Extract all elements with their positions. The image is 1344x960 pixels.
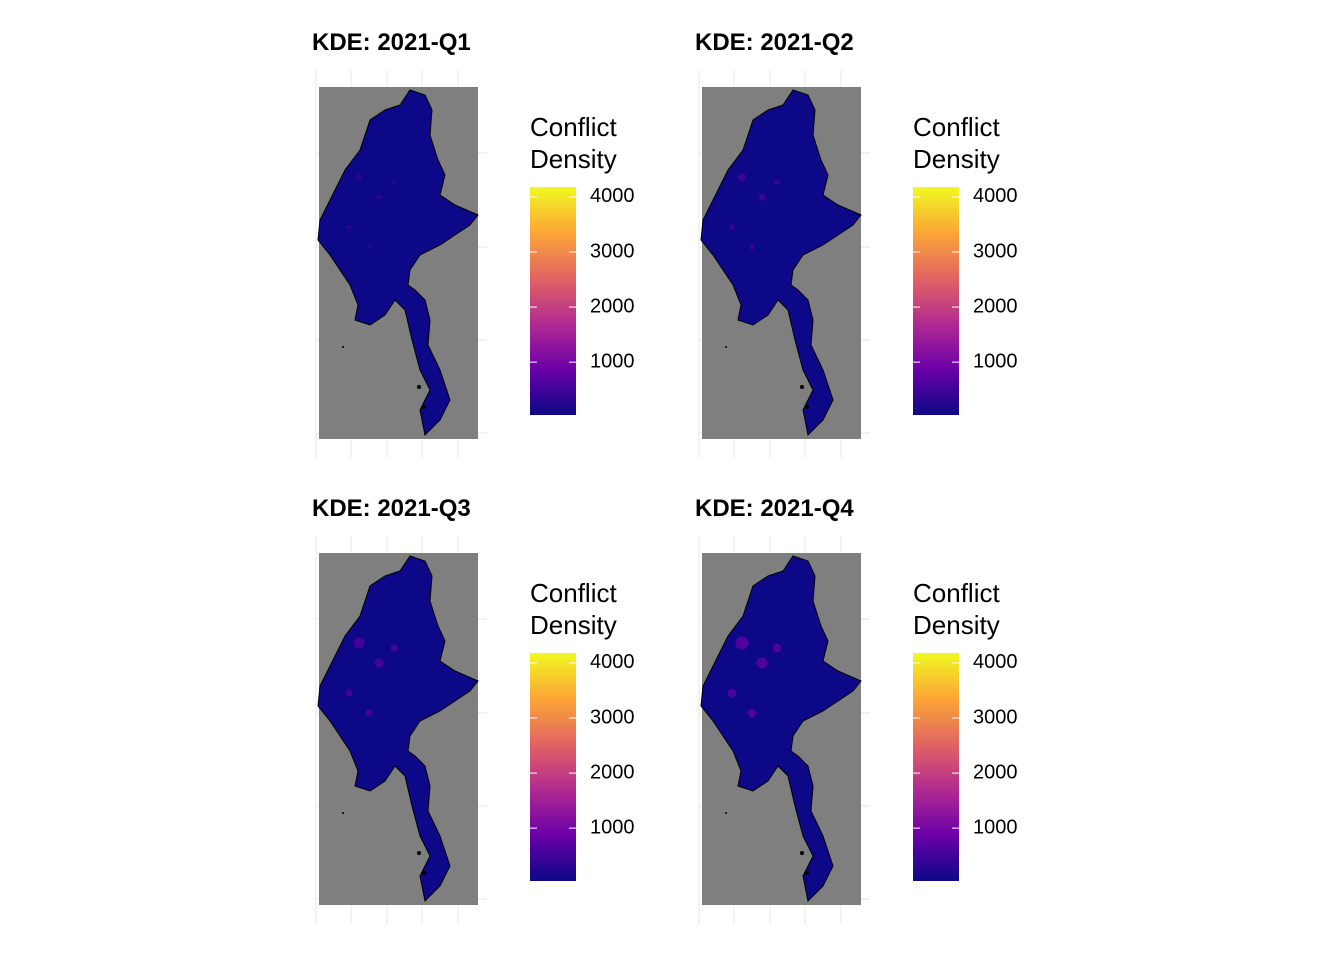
colorbar bbox=[913, 653, 959, 881]
colorbar-tick-label: 1000 bbox=[973, 350, 1018, 372]
colorbar-tick-label: 2000 bbox=[590, 761, 635, 783]
hotspot bbox=[356, 174, 362, 180]
colorbar-tick-label: 3000 bbox=[973, 706, 1018, 728]
panel-title: KDE: 2021-Q3 bbox=[312, 495, 471, 522]
hotspot bbox=[345, 689, 353, 697]
colorbar-tick-label: 2000 bbox=[973, 761, 1018, 783]
colorbar bbox=[530, 187, 576, 415]
panel-title: KDE: 2021-Q2 bbox=[695, 29, 854, 56]
legend-title: Conflict Density bbox=[530, 112, 617, 174]
colorbar-tick-label: 1000 bbox=[590, 350, 635, 372]
colorbar-tick-label: 3000 bbox=[590, 706, 635, 728]
panel-title: KDE: 2021-Q1 bbox=[312, 29, 471, 56]
colorbar-tick-label: 4000 bbox=[590, 185, 635, 207]
hotspot bbox=[374, 658, 384, 668]
hotspot bbox=[727, 688, 737, 698]
panel: KDE: 2021-Q2 1000 2000 3000 4000 bbox=[695, 29, 1018, 458]
hotspot bbox=[758, 193, 766, 201]
colorbar-tick-label: 4000 bbox=[590, 651, 635, 673]
colorbar-tick-label: 2000 bbox=[590, 295, 635, 317]
hotspot bbox=[749, 244, 755, 250]
panel: KDE: 2021-Q1 1000 2000 3000 4000 bbox=[312, 29, 635, 458]
hotspot bbox=[747, 708, 757, 718]
colorbar bbox=[913, 187, 959, 415]
hotspot bbox=[772, 643, 782, 653]
colorbar-tick-label: 1000 bbox=[590, 816, 635, 838]
legend-title: Conflict Density bbox=[913, 578, 1000, 640]
panel-title: KDE: 2021-Q4 bbox=[695, 495, 854, 522]
hotspot bbox=[365, 709, 373, 717]
hotspot bbox=[729, 224, 735, 230]
hotspot bbox=[737, 172, 747, 182]
legend-title: Conflict Density bbox=[530, 578, 617, 640]
hotspot bbox=[376, 194, 382, 200]
colorbar-tick-label: 4000 bbox=[973, 185, 1018, 207]
hotspot bbox=[347, 225, 351, 229]
legend-title: Conflict Density bbox=[913, 112, 1000, 174]
panel: KDE: 2021-Q3 1000 2000 3000 4000 bbox=[312, 495, 635, 924]
hotspot bbox=[774, 179, 780, 185]
panel: KDE: 2021-Q4 1000 2000 3000 4000 bbox=[695, 495, 1018, 924]
hotspot bbox=[353, 637, 365, 649]
hotspot bbox=[390, 644, 398, 652]
colorbar-tick-label: 4000 bbox=[973, 651, 1018, 673]
hotspot bbox=[392, 180, 396, 184]
colorbar-tick-label: 3000 bbox=[590, 240, 635, 262]
colorbar-tick-label: 3000 bbox=[973, 240, 1018, 262]
hotspot bbox=[367, 245, 371, 249]
colorbar-tick-label: 1000 bbox=[973, 816, 1018, 838]
colorbar-tick-label: 2000 bbox=[973, 295, 1018, 317]
colorbar bbox=[530, 653, 576, 881]
hotspot bbox=[756, 657, 768, 669]
hotspot bbox=[735, 636, 749, 650]
